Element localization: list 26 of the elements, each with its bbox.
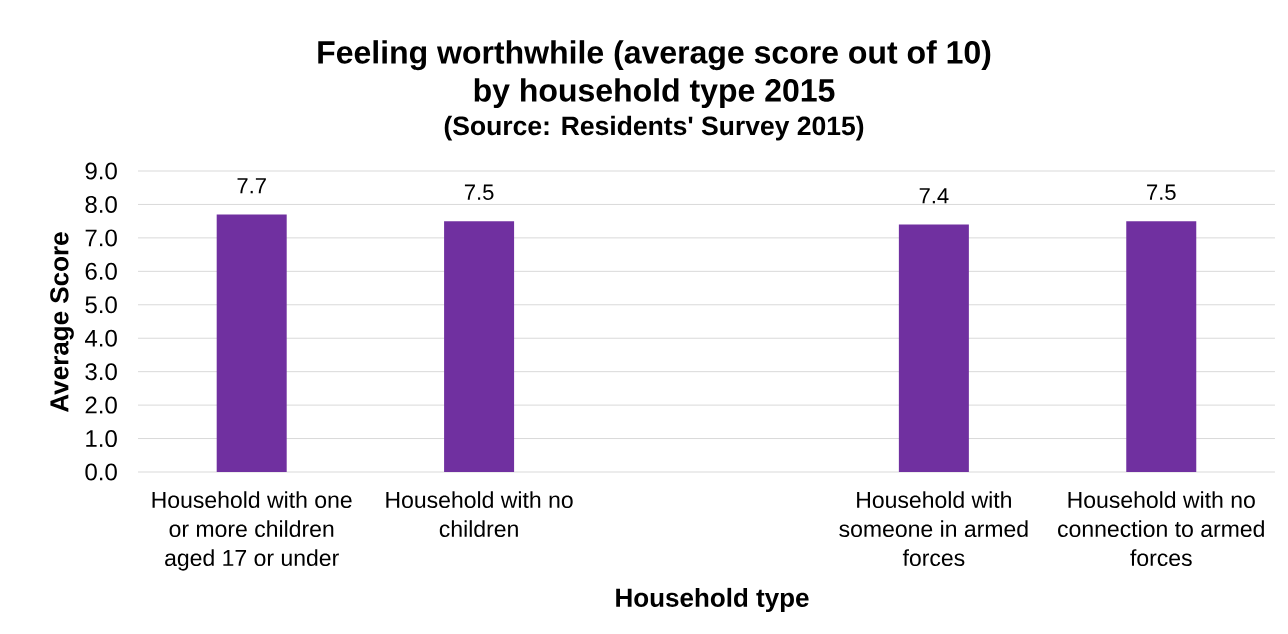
data-label: 7.4	[919, 188, 949, 204]
y-tick-label: 9.0	[85, 162, 117, 180]
bar	[898, 224, 969, 472]
chart-subtitle: (Source: Residents' Survey 2015)	[444, 115, 864, 141]
y-tick-label: 3.0	[85, 363, 117, 381]
x-tick-label: Household with no connection to armed forces	[1058, 491, 1264, 567]
y-tick-label: 8.0	[85, 195, 117, 213]
data-label: 7.7	[237, 178, 266, 194]
y-tick-label: 5.0	[85, 296, 117, 314]
x-axis-title: Household type	[616, 587, 809, 613]
bar	[444, 221, 515, 472]
x-tick-label: Household with someone in armed forces	[839, 491, 1028, 567]
bar	[1126, 221, 1197, 472]
data-label: 7.5	[464, 184, 494, 200]
x-tick-label: Household with no children	[386, 491, 573, 538]
y-axis-title: Average Score	[50, 232, 74, 412]
chart-title: Feeling worthwhile (average score out of 10) by household type 2015	[318, 40, 991, 109]
bar	[216, 214, 287, 472]
y-tick-label: 2.0	[85, 396, 117, 414]
data-label: 7.5	[1147, 184, 1176, 200]
y-tick-label: 1.0	[86, 430, 117, 448]
x-tick-label: Household with one or more children aged 17 or under	[152, 491, 352, 571]
y-tick-label: 6.0	[85, 262, 117, 280]
y-tick-label: 0.0	[85, 463, 117, 481]
y-tick-label: 7.0	[85, 229, 117, 247]
y-tick-label: 4.0	[84, 329, 117, 347]
